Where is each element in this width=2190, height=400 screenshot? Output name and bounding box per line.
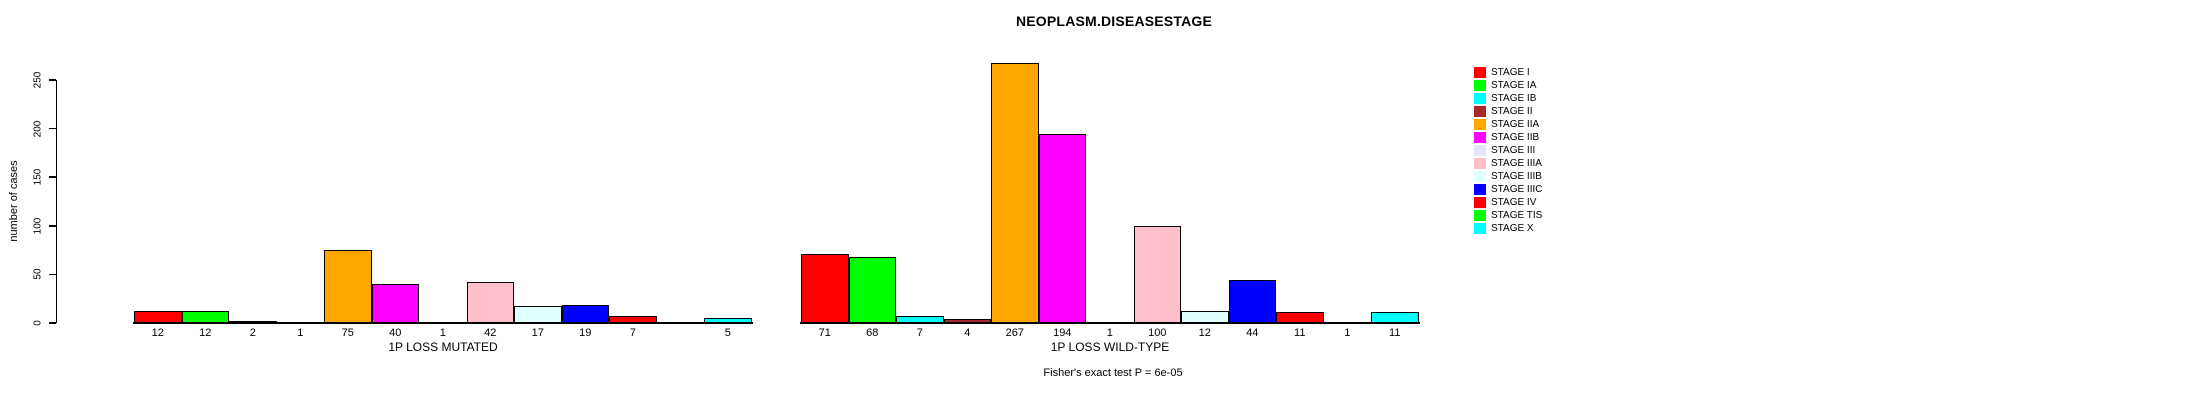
legend-item: STAGE IIIC — [1474, 183, 1543, 196]
bar-value-label: 71 — [818, 327, 831, 339]
group-baseline — [133, 321, 753, 324]
legend-label: STAGE IIB — [1491, 132, 1540, 143]
group-label-1p-loss-wild-type: 1P LOSS WILD-TYPE — [1050, 340, 1170, 354]
bar-value-label: 100 — [1148, 327, 1167, 339]
bar-value-label: 12 — [151, 327, 164, 339]
bar-value-label: 4 — [964, 327, 971, 339]
bar — [1133, 225, 1181, 323]
legend-swatch — [1474, 210, 1486, 221]
bar — [466, 282, 514, 323]
legend-item: STAGE III — [1474, 144, 1543, 157]
bar-value-label: 1 — [297, 327, 304, 339]
legend-swatch — [1474, 145, 1486, 156]
bar — [324, 250, 372, 323]
bar-value-label: 5 — [724, 327, 731, 339]
y-axis-label: number of cases — [8, 160, 20, 242]
y-axis-tick — [49, 127, 56, 130]
bar-value-label: 12 — [199, 327, 212, 339]
legend-label: STAGE III — [1491, 145, 1536, 156]
legend-item: STAGE I — [1474, 66, 1543, 79]
legend-item: STAGE IIB — [1474, 131, 1543, 144]
y-axis-tick — [49, 225, 56, 227]
bar-value-label: 267 — [1005, 327, 1024, 339]
legend-label: STAGE IA — [1491, 80, 1537, 91]
bar — [801, 253, 849, 323]
legend-label: STAGE IB — [1491, 93, 1537, 104]
legend-label: STAGE IIA — [1491, 119, 1540, 130]
y-axis-tick-label: 100 — [32, 217, 44, 235]
legend-item: STAGE IV — [1474, 196, 1543, 209]
bar — [991, 63, 1039, 323]
legend-item: STAGE TIS — [1474, 209, 1543, 222]
legend-item: STAGE IB — [1474, 92, 1543, 105]
bar-value-label: 11 — [1389, 327, 1401, 339]
legend: STAGE I STAGE IA STAGE IB STAGE II STAGE IIA… — [1474, 66, 1543, 235]
legend-label: STAGE II — [1491, 106, 1533, 117]
legend-item: STAGE II — [1474, 105, 1543, 118]
y-axis-tick-label: 50 — [32, 268, 44, 280]
legend-item: STAGE IIIB — [1474, 170, 1543, 183]
y-axis-tick — [49, 322, 56, 324]
legend-item: STAGE IA — [1474, 79, 1543, 92]
bar-value-label: 44 — [1246, 327, 1259, 339]
bar-value-label: 7 — [629, 327, 636, 339]
legend-swatch — [1474, 171, 1486, 182]
bar-value-label: 17 — [531, 327, 544, 339]
legend-label: STAGE IIIB — [1491, 171, 1542, 182]
legend-swatch — [1474, 223, 1486, 234]
legend-swatch — [1474, 158, 1486, 169]
bar-value-label: 194 — [1053, 327, 1072, 339]
legend-swatch — [1474, 184, 1486, 195]
bar-value-label: 1 — [1344, 327, 1351, 339]
bar — [848, 256, 896, 323]
legend-swatch — [1474, 132, 1486, 143]
y-axis-tick-label: 200 — [32, 120, 44, 137]
y-axis-line — [55, 80, 57, 323]
bar — [561, 304, 609, 323]
legend-swatch — [1474, 119, 1486, 130]
bar-value-label: 75 — [341, 327, 354, 339]
legend-label: STAGE IIIA — [1491, 158, 1542, 169]
y-axis-tick-label: 0 — [32, 320, 44, 326]
legend-label: STAGE IV — [1491, 197, 1537, 208]
group-label-1p-loss-mutated: 1P LOSS MUTATED — [388, 340, 498, 354]
bar — [1038, 134, 1086, 323]
group-baseline — [800, 321, 1420, 324]
legend-swatch — [1474, 67, 1486, 78]
bar — [1228, 280, 1276, 323]
bar-value-label: 12 — [1198, 327, 1211, 339]
legend-item: STAGE X — [1474, 222, 1543, 235]
legend-label: STAGE I — [1491, 67, 1530, 78]
y-axis-tick — [49, 273, 56, 276]
bar-value-label: 19 — [579, 327, 592, 339]
legend-swatch — [1474, 106, 1486, 117]
bar-value-label: 11 — [1294, 327, 1306, 339]
bar-value-label: 68 — [866, 327, 879, 339]
legend-item: STAGE IIIA — [1474, 157, 1543, 170]
legend-label: STAGE X — [1491, 223, 1534, 234]
y-axis-tick — [49, 176, 56, 178]
legend-label: STAGE IIIC — [1491, 184, 1543, 195]
y-axis-tick-label: 150 — [32, 168, 44, 186]
y-axis-tick-label: 250 — [32, 71, 44, 89]
legend-label: STAGE TIS — [1491, 210, 1543, 221]
legend-item: STAGE IIA — [1474, 118, 1543, 131]
bar-value-label: 7 — [916, 327, 923, 339]
chart-title: NEOPLASM.DISEASESTAGE — [1015, 13, 1213, 29]
fisher-test-annotation: Fisher's exact test P = 6e-05 — [1043, 367, 1183, 379]
bar-value-label: 1 — [1106, 327, 1113, 339]
y-axis-tick — [49, 79, 56, 81]
legend-swatch — [1474, 197, 1486, 208]
bar-value-label: 2 — [249, 327, 256, 339]
bar-value-label: 1 — [439, 327, 446, 339]
bar — [371, 284, 419, 323]
legend-swatch — [1474, 93, 1486, 104]
bar-value-label: 42 — [484, 327, 497, 339]
bar — [514, 306, 562, 323]
bar-value-label: 40 — [389, 327, 402, 339]
legend-swatch — [1474, 80, 1486, 91]
